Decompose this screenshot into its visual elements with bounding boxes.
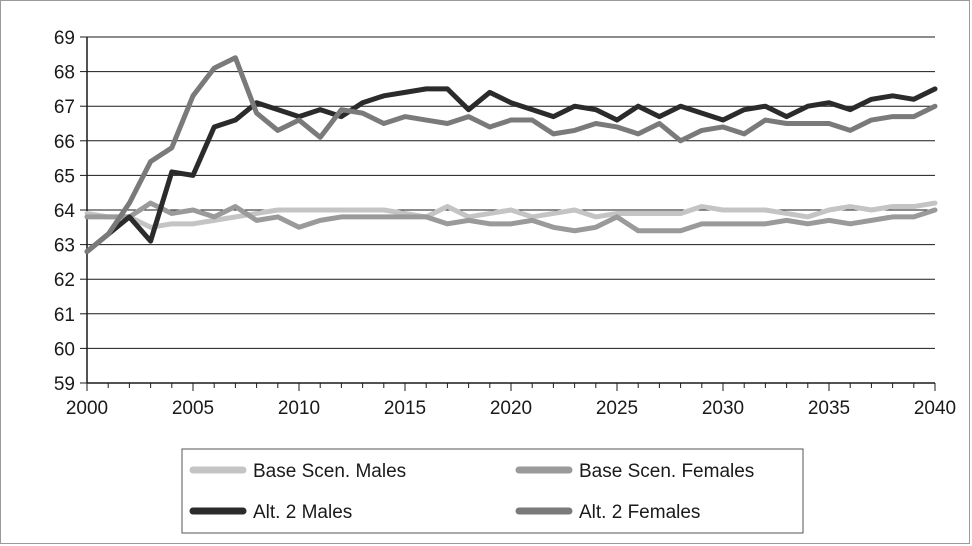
series-line-1 [84,200,938,234]
x-tick-label: 2005 [172,398,214,419]
x-axis-ticks: 2000 2005 2010 2015 2020 2025 2030 2035 2040 [66,383,956,419]
x-tick-label: 2015 [384,398,426,419]
legend-label-2: Alt. 2 Males [253,502,352,523]
x-tick-label: 2010 [278,398,320,419]
legend-label-0: Base Scen. Males [253,461,406,482]
y-tick-label: 68 [54,63,75,84]
y-tick-label: 67 [54,97,75,118]
legend-label-1: Base Scen. Females [579,461,754,482]
y-tick-label: 63 [54,236,75,257]
x-tick-label: 2040 [914,398,956,419]
y-tick-label: 62 [54,270,75,291]
series-line-0 [84,200,938,230]
y-tick-label: 61 [54,305,75,326]
gridlines [87,36,935,349]
y-axis-ticks: 59 60 61 62 63 64 65 66 67 68 69 [54,28,87,395]
series-lines [84,55,938,255]
y-tick-label: 65 [54,166,75,187]
legend-box [181,448,804,534]
x-tick-label: 2000 [66,398,108,419]
x-tick-label: 2025 [596,398,638,419]
legend-label-3: Alt. 2 Females [579,502,700,523]
x-tick-label: 2035 [808,398,850,419]
y-tick-label: 64 [54,201,76,222]
y-tick-label: 59 [54,374,75,395]
series-line-3 [84,55,938,255]
y-tick-label: 69 [54,28,75,49]
legend: Base Scen. Males Base Scen. Females Alt. 2… [181,448,804,534]
y-tick-label: 66 [54,132,75,153]
series-line-2 [84,86,938,255]
y-tick-label: 60 [54,339,75,360]
x-tick-label: 2030 [702,398,744,419]
x-tick-label: 2020 [490,398,532,419]
